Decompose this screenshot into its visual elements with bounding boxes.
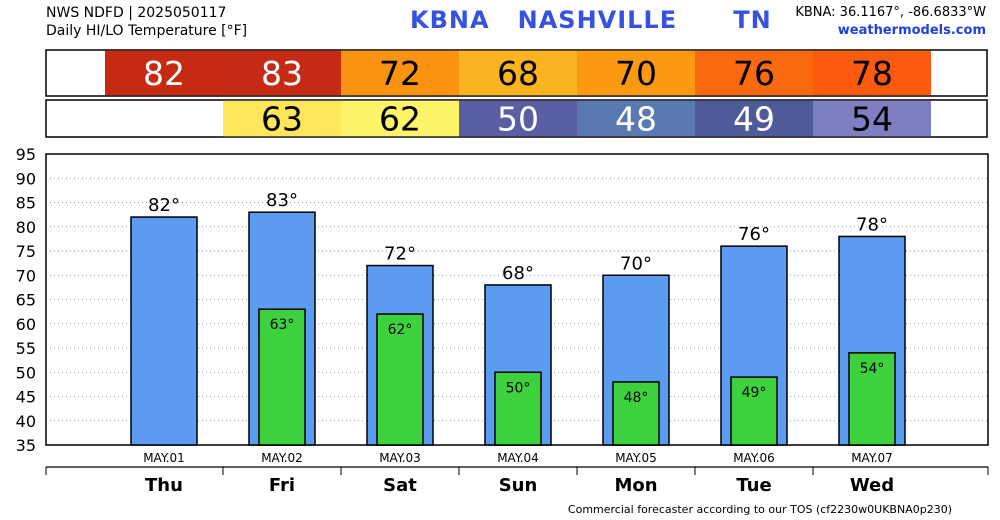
low-bar-label: 48° xyxy=(624,390,649,406)
high-bar-label: 82° xyxy=(148,195,180,216)
low-bar-label: 49° xyxy=(742,385,767,401)
high-strip-value: 78 xyxy=(851,54,893,93)
high-strip-cell xyxy=(459,50,577,96)
high-strip-cell xyxy=(341,50,459,96)
date-label: MAY.03 xyxy=(379,451,421,465)
footer-note: Commercial forecaster according to our T… xyxy=(567,503,952,516)
low-bar xyxy=(494,371,542,446)
y-tick-label: 75 xyxy=(16,242,36,261)
low-strip-value: 54 xyxy=(851,100,893,139)
low-bar-label: 63° xyxy=(270,317,295,333)
y-tick-label: 85 xyxy=(16,194,36,213)
y-tick-label: 40 xyxy=(16,412,36,431)
day-label: Mon xyxy=(614,475,657,496)
y-tick-label: 95 xyxy=(16,145,36,164)
low-strip-cell xyxy=(341,100,459,137)
date-label: MAY.07 xyxy=(851,451,893,465)
date-label: MAY.04 xyxy=(497,451,539,465)
y-tick-label: 60 xyxy=(16,315,36,334)
high-bar-label: 83° xyxy=(266,190,298,211)
high-bar xyxy=(130,216,198,446)
low-strip-cell xyxy=(459,100,577,137)
low-strip-value: 49 xyxy=(733,100,775,139)
y-tick-label: 65 xyxy=(16,291,36,310)
low-bar xyxy=(258,308,306,446)
station-title: KBNA NASHVILLE TN xyxy=(410,6,772,34)
high-strip-cell xyxy=(577,50,695,96)
low-bar xyxy=(612,381,660,446)
date-label: MAY.01 xyxy=(143,451,185,465)
low-strip-cell xyxy=(577,100,695,137)
high-bar-label: 68° xyxy=(502,263,534,284)
low-strip-cell xyxy=(695,100,813,137)
high-strip-value: 70 xyxy=(615,54,657,93)
day-label: Fri xyxy=(269,475,295,496)
low-bar xyxy=(730,376,778,446)
date-label: MAY.05 xyxy=(615,451,657,465)
y-tick-label: 55 xyxy=(16,339,36,358)
day-label: Sun xyxy=(499,475,538,496)
y-tick-label: 45 xyxy=(16,388,36,407)
site-link[interactable]: weathermodels.com xyxy=(837,23,986,38)
low-strip-value: 50 xyxy=(497,100,539,139)
high-bar-label: 78° xyxy=(856,214,888,235)
date-label: MAY.06 xyxy=(733,451,775,465)
low-strip-value: 63 xyxy=(261,100,303,139)
y-tick-label: 35 xyxy=(16,436,36,455)
day-label: Thu xyxy=(145,475,183,496)
low-strip-value: 62 xyxy=(379,100,421,139)
high-strip-value: 83 xyxy=(261,54,303,93)
high-strip-value: 68 xyxy=(497,54,539,93)
high-bar-label: 76° xyxy=(738,224,770,245)
high-strip-value: 82 xyxy=(143,54,185,93)
low-bar xyxy=(376,313,424,446)
variable-label: Daily HI/LO Temperature [°F] xyxy=(46,23,248,39)
day-label: Sat xyxy=(383,475,417,496)
day-label: Tue xyxy=(736,475,771,496)
low-bar xyxy=(848,352,896,446)
low-strip-cell xyxy=(223,100,341,137)
high-strip-value: 72 xyxy=(379,54,421,93)
high-strip-cell xyxy=(105,50,223,96)
header-meta: KBNA: 36.1167°, -86.6833°W weathermodels… xyxy=(795,4,986,40)
product-label: NWS NDFD | 2025050117 xyxy=(46,5,227,21)
low-strip-value: 48 xyxy=(615,100,657,139)
low-strip-cell xyxy=(813,100,931,137)
date-label: MAY.02 xyxy=(261,451,303,465)
high-strip-cell xyxy=(695,50,813,96)
y-tick-label: 90 xyxy=(16,169,36,188)
high-strip-cell xyxy=(223,50,341,96)
y-tick-label: 80 xyxy=(16,218,36,237)
low-bar-label: 50° xyxy=(506,380,531,396)
station-coords: KBNA: 36.1167°, -86.6833°W xyxy=(795,5,986,20)
high-bar-label: 72° xyxy=(384,244,416,265)
y-tick-label: 70 xyxy=(16,266,36,285)
high-bar-label: 70° xyxy=(620,253,652,274)
day-label: Wed xyxy=(850,475,894,496)
low-bar-label: 54° xyxy=(860,361,885,377)
high-strip-value: 76 xyxy=(733,54,775,93)
header-info: NWS NDFD | 2025050117 Daily HI/LO Temper… xyxy=(46,4,247,40)
high-strip-cell xyxy=(813,50,931,96)
low-bar-label: 62° xyxy=(388,322,413,338)
y-tick-label: 50 xyxy=(16,363,36,382)
